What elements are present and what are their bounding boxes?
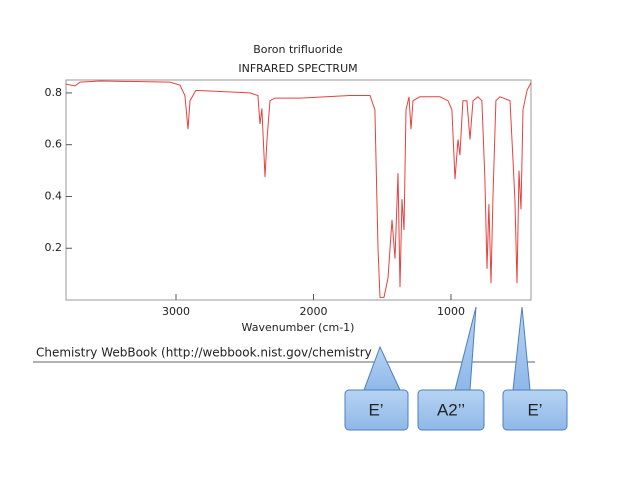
callout-label: E’	[368, 400, 383, 419]
callout-label: E’	[527, 400, 542, 419]
y-tick-label: 0.2	[45, 241, 63, 254]
chart-title: Boron trifluoride	[253, 43, 343, 56]
callout: E’ A2’’ E’	[344, 306, 568, 431]
y-tick-label: 0.6	[45, 138, 63, 151]
callout-box	[417, 389, 485, 431]
chart-subtitle: INFRARED SPECTRUM	[238, 62, 357, 75]
y-tick-label: 0.4	[45, 189, 63, 202]
y-tick-label: 0.8	[45, 86, 63, 99]
x-tick-label: 2000	[299, 305, 327, 318]
callout-box	[344, 389, 409, 431]
x-axis-label: Wavenumber (cm-1)	[242, 321, 355, 334]
callout-pointer	[512, 306, 531, 391]
spectrum-line	[65, 80, 532, 298]
x-tick-label: 3000	[162, 305, 190, 318]
source-note: Chemistry WebBook (http://webbook.nist.g…	[36, 346, 372, 360]
callout-label: A2’’	[437, 400, 465, 419]
callout-box	[502, 389, 568, 431]
plot-frame	[65, 79, 532, 301]
x-tick-label: 1000	[437, 305, 465, 318]
callout-pointer	[454, 306, 477, 391]
